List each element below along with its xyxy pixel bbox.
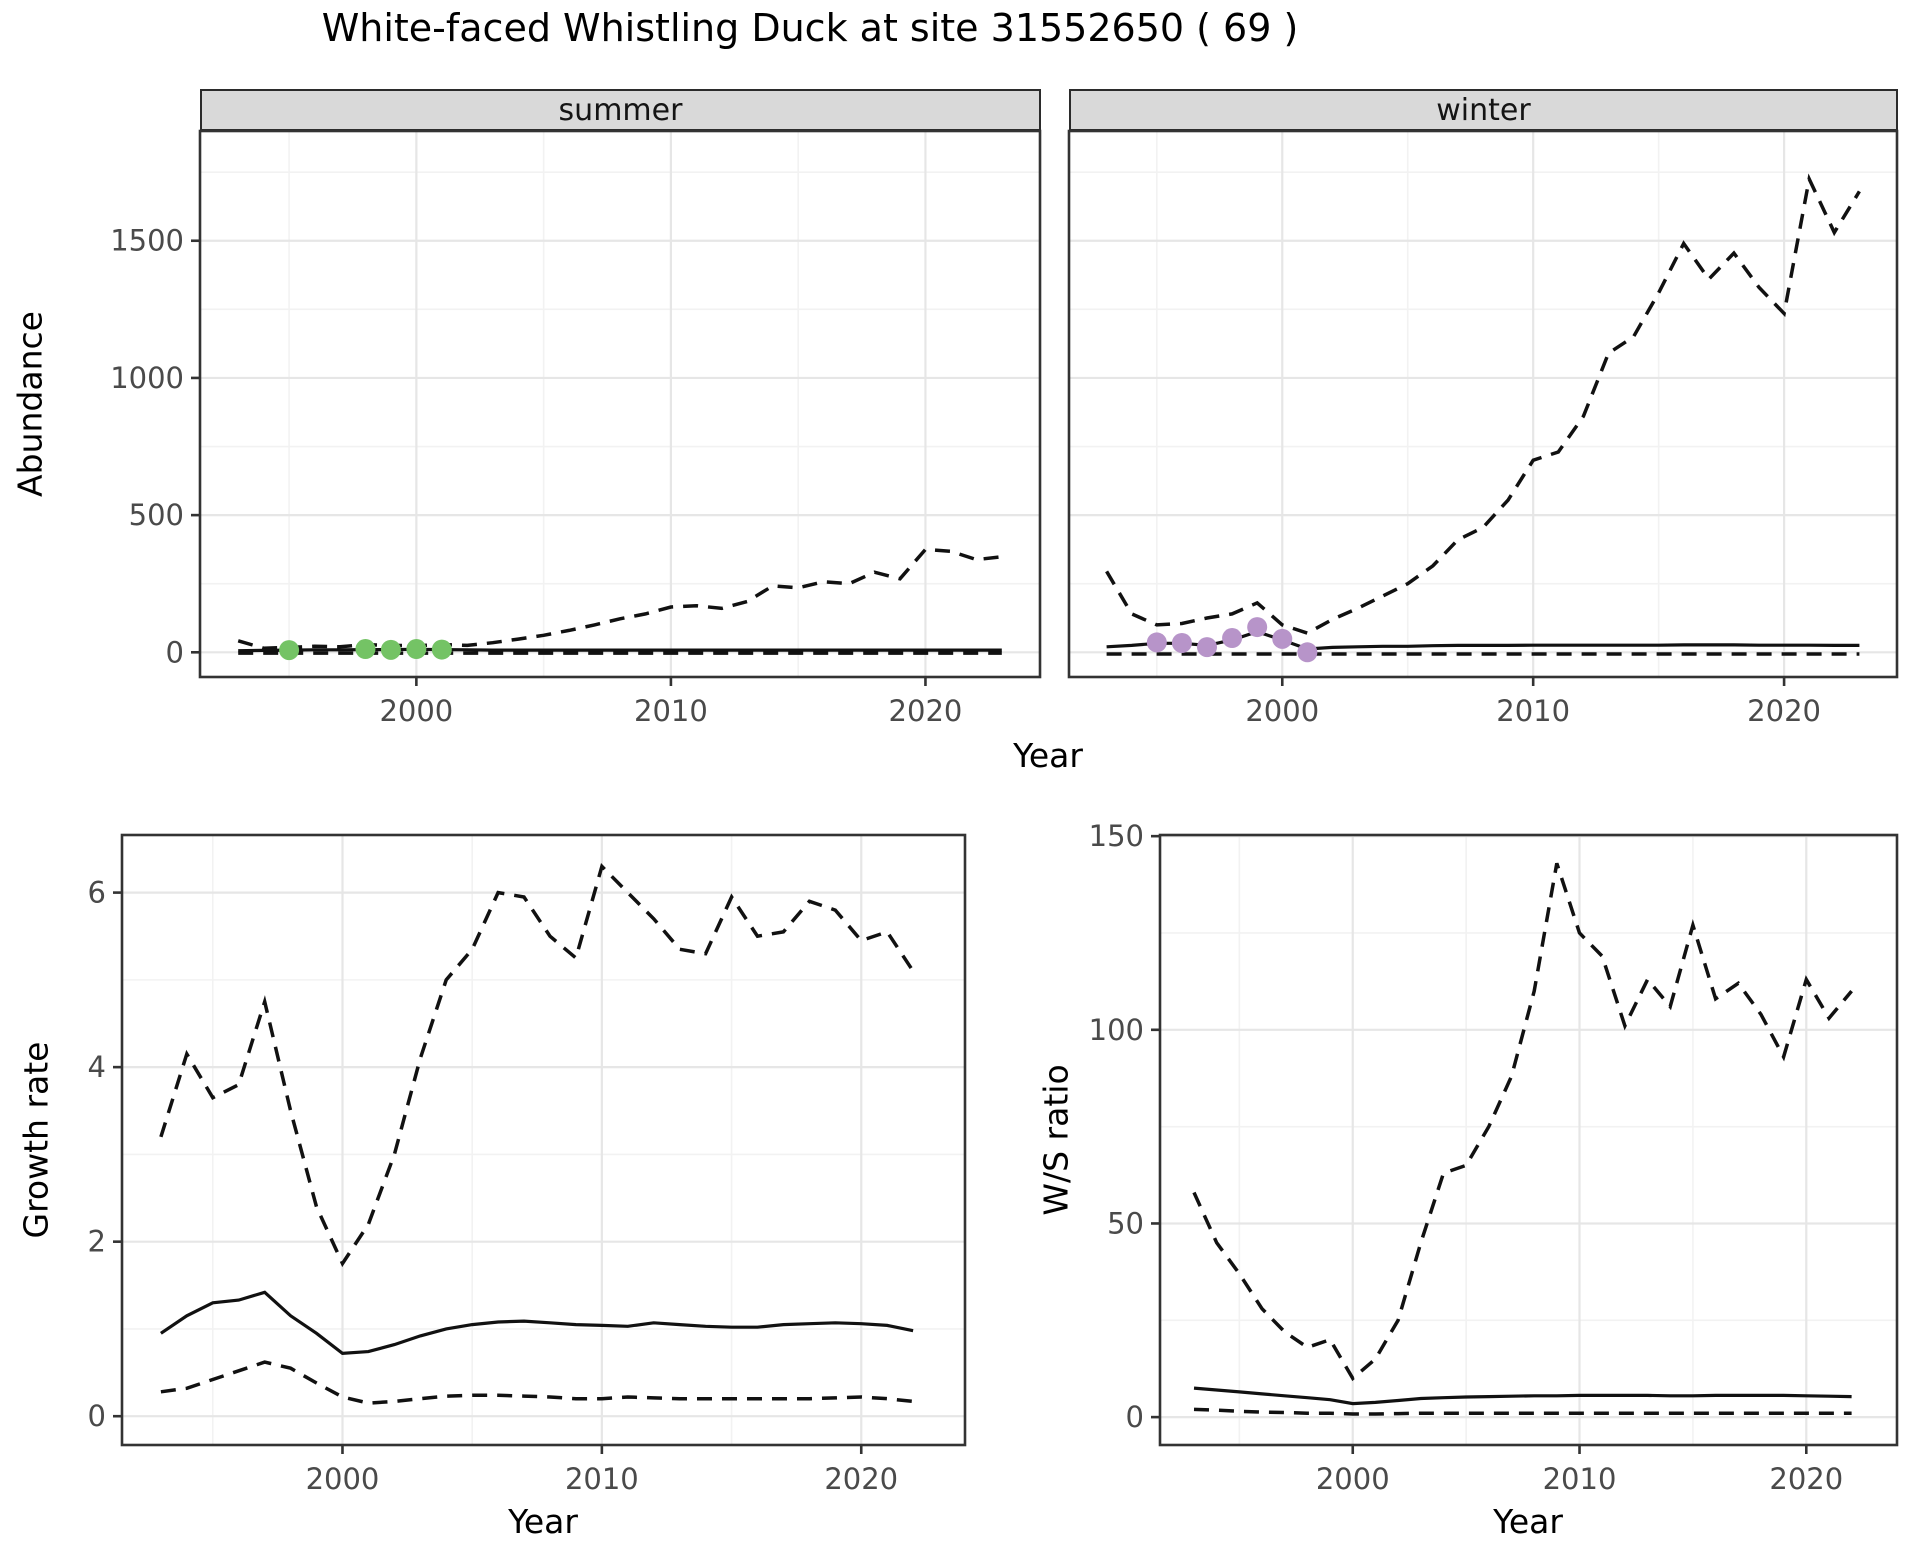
y-tick-label: 2 bbox=[88, 1225, 106, 1259]
x-tick-label: 2020 bbox=[824, 1462, 898, 1496]
facet-strip-summer: summer bbox=[200, 89, 1041, 131]
y-tick-label: 1500 bbox=[110, 224, 184, 258]
series-upper_ci bbox=[1105, 173, 1861, 635]
panel-ws_ratio: 2000 2010 2020 0 50 100 150 bbox=[1089, 819, 1899, 1496]
series-lower_ci bbox=[1193, 1407, 1852, 1416]
panel-border bbox=[1158, 833, 1899, 1447]
facet-strip-summer-label: summer bbox=[558, 92, 683, 128]
data-point-observed_counts bbox=[380, 639, 401, 660]
x-axis-title-year-bottom-right: Year bbox=[1493, 1502, 1563, 1541]
y-axis-title-ws-ratio: W/S ratio bbox=[1036, 1064, 1076, 1216]
y-tick-label: 0 bbox=[166, 635, 184, 669]
y-tick-label: 1000 bbox=[110, 361, 184, 395]
facet-strip-winter: winter bbox=[1069, 89, 1898, 131]
y-tick-label: 50 bbox=[1107, 1206, 1144, 1240]
data-point-observed_counts bbox=[1146, 632, 1167, 653]
y-tick-label: 100 bbox=[1089, 1013, 1144, 1047]
series-median bbox=[160, 1290, 914, 1356]
x-tick-label: 2000 bbox=[306, 1462, 380, 1496]
panel-abundance_winter: 2000 2010 2020 bbox=[1067, 129, 1899, 728]
data-point-observed_counts bbox=[279, 640, 300, 661]
facet-strip-winter-label: winter bbox=[1436, 92, 1531, 128]
x-axis-title-year-top: Year bbox=[1013, 736, 1083, 775]
y-tick-label: 4 bbox=[88, 1050, 106, 1084]
data-point-observed_counts bbox=[1272, 628, 1293, 649]
x-tick-label: 2010 bbox=[565, 1462, 639, 1496]
x-tick-label: 2020 bbox=[889, 694, 963, 728]
x-tick-label: 2010 bbox=[1543, 1462, 1617, 1496]
y-tick-label: 150 bbox=[1089, 819, 1144, 853]
series-upper_ci bbox=[1192, 862, 1853, 1382]
figure-title: White-faced Whistling Duck at site 31552… bbox=[321, 6, 1299, 50]
x-tick-label: 2010 bbox=[634, 694, 708, 728]
x-tick-label: 2020 bbox=[1747, 694, 1821, 728]
series-median bbox=[1193, 1386, 1852, 1406]
series-median bbox=[238, 647, 1002, 653]
series-upper_ci bbox=[159, 863, 915, 1268]
y-tick-label: 500 bbox=[129, 498, 184, 532]
data-point-observed_counts bbox=[1222, 628, 1243, 649]
y-axis-title-abundance: Abundance bbox=[10, 311, 50, 497]
panel-border bbox=[198, 129, 1042, 679]
panel-border bbox=[120, 833, 967, 1447]
x-tick-label: 2000 bbox=[1316, 1462, 1390, 1496]
y-axis-title-growth-rate: Growth rate bbox=[16, 1041, 56, 1239]
x-tick-label: 2010 bbox=[1496, 694, 1570, 728]
panel-abundance_summer: 2000 2010 2020 0 500 1000 1500 bbox=[110, 129, 1042, 728]
data-point-observed_counts bbox=[1197, 637, 1217, 658]
data-point-observed_counts bbox=[355, 639, 376, 660]
data-point-observed_counts bbox=[1297, 642, 1318, 663]
x-tick-label: 2020 bbox=[1769, 1462, 1843, 1496]
data-point-observed_counts bbox=[1247, 617, 1268, 638]
panel-growth_rate: 2000 2010 2020 0 2 4 6 bbox=[88, 833, 967, 1496]
y-tick-label: 0 bbox=[1126, 1400, 1144, 1434]
x-axis-title-year-bottom-left: Year bbox=[508, 1502, 578, 1541]
panel-border bbox=[1067, 129, 1899, 679]
y-tick-label: 0 bbox=[88, 1399, 106, 1433]
y-tick-label: 6 bbox=[88, 876, 106, 910]
data-point-observed_counts bbox=[406, 639, 427, 660]
data-point-observed_counts bbox=[1171, 632, 1192, 653]
data-point-observed_counts bbox=[431, 639, 452, 660]
series-lower_ci bbox=[160, 1360, 914, 1405]
x-tick-label: 2000 bbox=[379, 694, 453, 728]
x-tick-label: 2000 bbox=[1245, 694, 1319, 728]
